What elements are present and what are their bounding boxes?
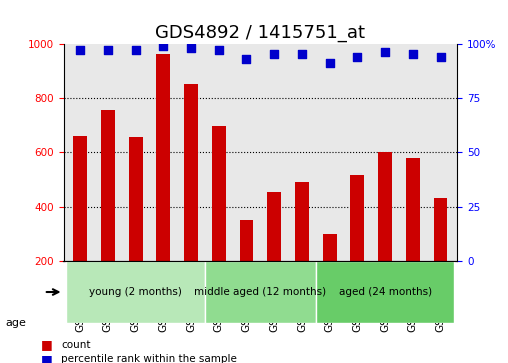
Text: aged (24 months): aged (24 months)	[338, 287, 432, 297]
Point	[270, 52, 278, 57]
Bar	[129, 137, 143, 261]
Point	[298, 52, 306, 57]
Text: age: age	[5, 318, 26, 328]
Bar	[323, 234, 337, 261]
FancyBboxPatch shape	[66, 261, 205, 323]
Bar	[184, 84, 198, 261]
Point	[436, 54, 444, 60]
Bar	[156, 54, 170, 261]
Bar	[73, 136, 87, 261]
Point	[187, 45, 195, 51]
Bar	[378, 152, 392, 261]
Text: ■: ■	[41, 353, 52, 363]
Point	[159, 43, 167, 49]
Text: ■: ■	[41, 338, 52, 351]
Point	[326, 60, 334, 66]
Text: percentile rank within the sample: percentile rank within the sample	[61, 354, 237, 363]
Point	[132, 47, 140, 53]
Text: count: count	[61, 340, 90, 350]
FancyBboxPatch shape	[316, 261, 455, 323]
Point	[76, 47, 84, 53]
Title: GDS4892 / 1415751_at: GDS4892 / 1415751_at	[155, 24, 365, 42]
Bar	[295, 182, 309, 261]
Point	[215, 47, 223, 53]
Point	[104, 47, 112, 53]
Bar	[351, 175, 364, 261]
Point	[354, 54, 362, 60]
Point	[381, 49, 389, 55]
Bar	[212, 126, 226, 261]
Bar	[434, 199, 448, 261]
Bar	[240, 220, 253, 261]
Text: middle aged (12 months): middle aged (12 months)	[194, 287, 327, 297]
FancyBboxPatch shape	[205, 261, 316, 323]
Bar	[267, 192, 281, 261]
Text: young (2 months): young (2 months)	[89, 287, 182, 297]
Bar	[406, 158, 420, 261]
Bar	[101, 110, 115, 261]
Point	[242, 56, 250, 62]
Point	[409, 52, 417, 57]
